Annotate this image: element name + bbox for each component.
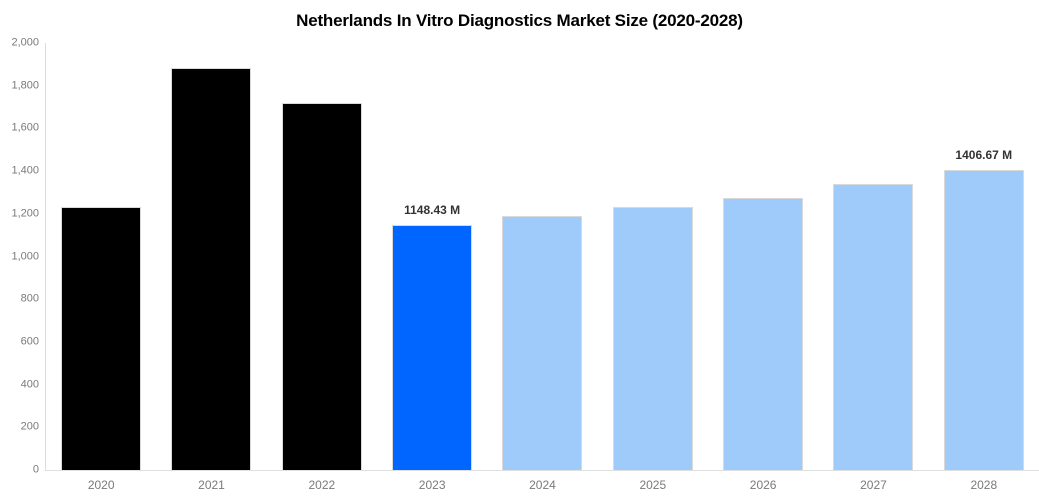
- chart-title: Netherlands In Vitro Diagnostics Market …: [296, 11, 743, 30]
- y-tick-label: 600: [20, 335, 39, 348]
- bar-2028: [943, 169, 1024, 470]
- bar-2027: [833, 184, 914, 470]
- x-tick-label: 2022: [308, 478, 336, 492]
- bar-slot-2025: 2025: [598, 43, 708, 491]
- bar-2023: [392, 224, 473, 470]
- bar-2021: [171, 68, 252, 470]
- bar-slot-2020: 2020: [46, 43, 156, 491]
- bar-slot-2028: 1406.67 M 2028: [929, 43, 1039, 491]
- bar-2020: [61, 207, 142, 470]
- bar-slot-2024: 2024: [487, 43, 597, 491]
- y-tick-label: 200: [20, 420, 39, 433]
- bar-2024: [502, 215, 583, 470]
- x-tick-label: 2028: [970, 478, 998, 492]
- x-tick-label: 2021: [198, 478, 225, 492]
- bar-slot-2022: 2022: [267, 43, 377, 491]
- y-tick-label: 1,600: [11, 121, 39, 134]
- x-tick-label: 2024: [529, 478, 556, 492]
- y-tick-label: 0: [32, 463, 39, 476]
- y-tick-label: 1,800: [11, 79, 39, 92]
- bar-slot-2027: 2027: [818, 43, 928, 491]
- bar-2022: [281, 103, 362, 470]
- bar-slot-2026: 2026: [708, 43, 818, 491]
- x-tick-label: 2027: [860, 478, 887, 492]
- y-tick-label: 1,400: [11, 164, 39, 177]
- bar-slot-2021: 2021: [156, 43, 266, 491]
- bar-2026: [723, 197, 804, 470]
- y-tick-label: 1,200: [11, 207, 39, 220]
- y-tick-label: 2,000: [11, 36, 39, 49]
- x-tick-label: 2020: [87, 478, 115, 492]
- bar-value-label: 1148.43 M: [404, 202, 461, 217]
- bar-slot-2023: 1148.43 M 2023: [377, 43, 487, 491]
- y-tick-label: 1,000: [11, 250, 39, 262]
- bar-value-label: 1406.67 M: [955, 147, 1013, 162]
- x-tick-label: 2023: [418, 478, 446, 492]
- plot-area: 0 200 400 600 800 1,000 1,200 1,400 1,600 1,800 2,…: [11, 37, 1039, 491]
- y-tick-label: 400: [20, 378, 39, 391]
- x-tick-label: 2025: [639, 478, 667, 492]
- x-tick-label: 2026: [749, 478, 777, 492]
- y-tick-label: 800: [20, 292, 39, 305]
- bar-2025: [612, 207, 693, 470]
